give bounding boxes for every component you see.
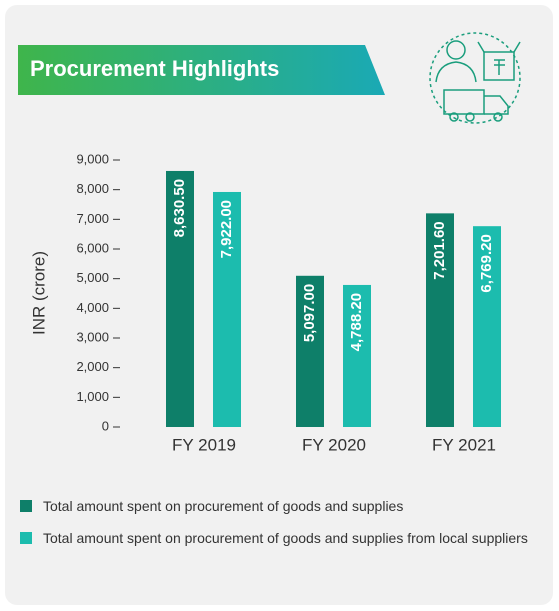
- y-tick-label: 9,000: [76, 151, 109, 166]
- x-tick-label: FY 2020: [302, 435, 366, 454]
- legend-swatch: [20, 500, 32, 512]
- y-axis-label: INR (crore): [29, 251, 48, 335]
- bar: [296, 275, 324, 427]
- bar: [166, 170, 194, 427]
- card: [5, 5, 553, 605]
- legend-swatch: [20, 532, 32, 544]
- x-tick-label: FY 2021: [432, 435, 496, 454]
- value-label: 6,769.20: [478, 234, 495, 292]
- chart-title: Procurement Highlights: [30, 56, 279, 81]
- y-tick-label: 3,000: [76, 329, 109, 344]
- bar: [473, 226, 501, 427]
- y-tick-label: 8,000: [76, 181, 109, 196]
- y-tick-label: 7,000: [76, 211, 109, 226]
- value-label: 7,201.60: [431, 221, 448, 279]
- title-banner: [18, 45, 385, 95]
- legend-label: Total amount spent on procurement of goo…: [43, 530, 528, 546]
- bar: [426, 213, 454, 427]
- y-tick-label: 5,000: [76, 270, 109, 285]
- value-label: 8,630.50: [171, 179, 188, 237]
- icon: [429, 32, 521, 124]
- y-tick-label: 4,000: [76, 300, 109, 315]
- y-tick-label: 0: [102, 418, 109, 433]
- y-tick-label: 2,000: [76, 359, 109, 374]
- x-tick-label: FY 2019: [172, 435, 236, 454]
- bar: [213, 191, 241, 427]
- bar: [343, 284, 371, 427]
- value-label: 7,922.00: [218, 200, 235, 258]
- y-tick-label: 6,000: [76, 240, 109, 255]
- value-label: 5,097.00: [301, 284, 318, 342]
- value-label: 4,788.20: [348, 293, 365, 351]
- legend-label: Total amount spent on procurement of goo…: [43, 498, 404, 514]
- y-tick-label: 1,000: [76, 389, 109, 404]
